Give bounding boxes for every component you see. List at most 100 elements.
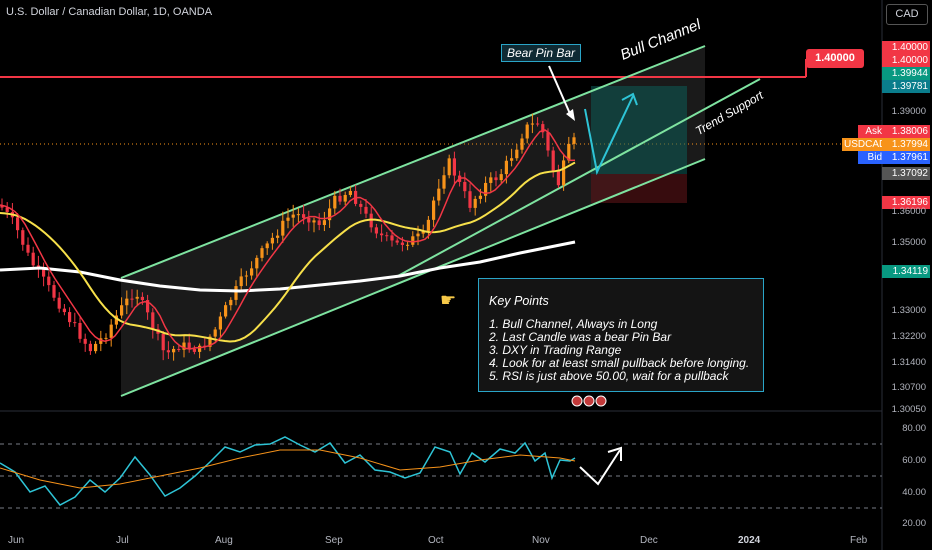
candle-body [567, 143, 571, 161]
candle-body [473, 198, 477, 208]
time-axis-label: Oct [428, 535, 444, 546]
time-axis-label: Aug [215, 535, 233, 546]
candle-body [78, 322, 82, 339]
pointing-hand-icon: ☛ [440, 290, 456, 310]
price-tag: 1.39781 [882, 80, 930, 93]
candle-body [83, 338, 87, 344]
currency-button[interactable]: CAD [886, 4, 928, 25]
candle-body [88, 343, 92, 352]
key-points-note: Key Points 1. Bull Channel, Always in Lo… [478, 278, 764, 392]
candle-body [530, 123, 534, 125]
candle-body [333, 195, 337, 209]
rsi-line [0, 436, 576, 506]
candle-body [489, 177, 493, 183]
key-point-item: 5. RSI is just above 50.00, wait for a p… [489, 369, 729, 383]
last-price-tag: 1.37994 [882, 138, 930, 151]
candle-body [265, 243, 269, 249]
candle-body [385, 235, 389, 237]
candle-body [364, 206, 368, 214]
candle-body [146, 300, 150, 313]
candle-body [120, 305, 124, 316]
candle-body [57, 297, 61, 309]
candle-body [42, 268, 46, 277]
candle-body [541, 124, 545, 133]
time-axis-label: Feb [850, 535, 868, 546]
price-axis-label: 1.30700 [891, 382, 926, 393]
candle-body [104, 337, 108, 339]
price-axis-label: 1.35000 [891, 237, 926, 248]
candle-body [208, 336, 212, 347]
candle-body [452, 158, 456, 176]
projection-arrow [584, 95, 634, 176]
time-axis-label: Jun [8, 535, 25, 546]
candle-body [16, 217, 20, 231]
candle-body [442, 175, 446, 189]
rsi-axis-label: 80.00 [902, 423, 926, 434]
flag-icon [583, 395, 595, 407]
candle-body [374, 227, 378, 234]
candle-body [562, 160, 566, 186]
candle-body [172, 348, 176, 353]
candle-body [26, 244, 30, 253]
symbol-title: U.S. Dollar / Canadian Dollar, 1D, OANDA [6, 6, 213, 18]
candle-body [286, 217, 290, 221]
candle-body [463, 181, 467, 192]
bid-price-tag: 1.37961 [882, 151, 930, 164]
candle-body [556, 170, 560, 186]
time-axis-label: Dec [640, 535, 658, 546]
trend-support-line [395, 78, 761, 278]
rsi-axis-label: 60.00 [902, 455, 926, 466]
candle-body [99, 338, 103, 344]
candle-body [130, 298, 134, 300]
candle-body [447, 158, 451, 176]
candle-body [125, 298, 129, 306]
bear-pin-bar-label: Bear Pin Bar [501, 44, 582, 62]
candle-body [536, 123, 540, 125]
key-point-item: 1. Bull Channel, Always in Long [489, 317, 658, 331]
candle-body [416, 233, 420, 237]
candle-body [510, 158, 514, 161]
candle-body [406, 244, 410, 246]
flag-icon [571, 395, 583, 407]
price-tag: 1.39944 [882, 67, 930, 80]
candle-body [468, 191, 472, 208]
price-tag: 1.37092 [882, 167, 930, 180]
candle-body [52, 285, 56, 298]
candle-body [166, 350, 170, 353]
key-point-item: 2. Last Candle was a bear Pin Bar [489, 330, 672, 344]
candle-body [255, 257, 259, 269]
bull-channel-lower [120, 158, 706, 397]
price-axis-label: 1.36000 [891, 206, 926, 217]
candle-body [239, 276, 243, 287]
candle-body [68, 312, 72, 323]
price-axis-label: 1.30050 [891, 404, 926, 415]
symbol-label: USDCAD [842, 138, 887, 151]
price-tag: 1.34119 [882, 265, 930, 278]
candle-body [390, 235, 394, 241]
candle-body [426, 219, 430, 231]
candle-body [47, 276, 51, 286]
candle-body [224, 305, 228, 317]
candle-body [234, 286, 238, 300]
candle-body [551, 150, 555, 171]
channel-area [121, 46, 705, 396]
candle-body [135, 296, 139, 299]
candle-body [328, 208, 332, 221]
rsi-axis-label: 20.00 [902, 518, 926, 529]
price-axis-label: 1.31400 [891, 357, 926, 368]
resistance-price-label: 1.40000 [806, 49, 864, 68]
candle-body [359, 203, 363, 207]
candle-body [218, 316, 222, 330]
candle-body [198, 345, 202, 352]
bid-label: Bid [858, 151, 884, 164]
candle-body [281, 220, 285, 236]
candle-body [380, 233, 384, 236]
candle-body [140, 296, 144, 301]
candle-body [161, 333, 165, 351]
candle-body [21, 230, 25, 245]
candle-body [307, 217, 311, 223]
candle-body [348, 190, 352, 195]
candle-body [322, 220, 326, 226]
